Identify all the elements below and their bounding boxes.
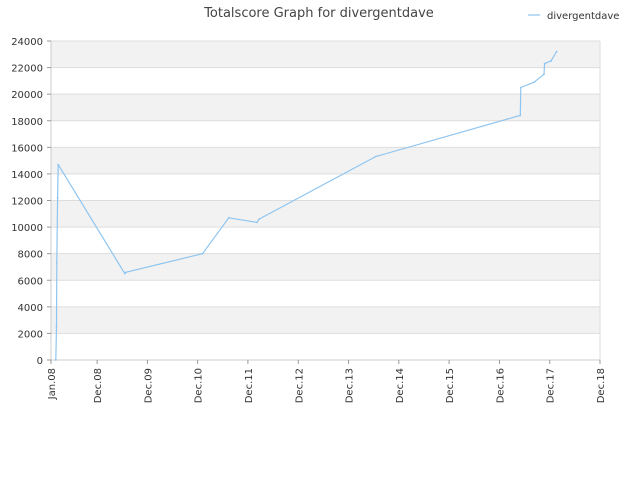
grid-band: [51, 120, 600, 148]
grid-band: [51, 280, 600, 307]
x-tick-label: Dec.08: [93, 368, 104, 403]
chart-title: Totalscore Graph for divergentdave: [203, 6, 434, 21]
grid-band: [51, 227, 600, 254]
grid-band: [51, 200, 600, 228]
data-point: [55, 325, 58, 328]
data-point: [125, 271, 127, 274]
x-tick-label: Jan.08: [47, 368, 58, 400]
y-tick-label: 24000: [11, 37, 43, 48]
series-layer: [54, 50, 558, 361]
y-tick-label: 2000: [18, 329, 43, 340]
data-point: [227, 216, 230, 219]
data-point: [533, 81, 536, 84]
data-point: [201, 252, 204, 255]
y-tick-label: 12000: [11, 197, 43, 208]
x-tick-label: Dec.12: [294, 368, 305, 403]
data-point: [54, 359, 57, 361]
data-point: [519, 114, 522, 117]
y-tick-label: 18000: [11, 117, 43, 128]
data-point: [57, 163, 60, 166]
data-point: [55, 262, 58, 264]
data-point: [374, 155, 377, 158]
data-point: [543, 62, 546, 65]
grid-band: [51, 41, 600, 68]
x-tick-label: Dec.11: [244, 368, 255, 403]
data-point: [123, 272, 126, 275]
x-axis: Jan.08 Dec.08 Dec.09 Dec.10 Dec.11 Dec.12 Dec.…: [47, 360, 607, 403]
data-point: [550, 60, 552, 62]
x-tick-label: Dec.15: [445, 368, 456, 403]
grid-band: [51, 306, 600, 334]
grid-band: [51, 333, 600, 360]
grid-band: [51, 147, 600, 174]
grid-band: [51, 94, 600, 121]
x-tick-label: Dec.18: [596, 368, 607, 403]
y-tick-label: 20000: [11, 90, 43, 101]
data-point: [256, 221, 258, 224]
grid-band: [51, 173, 600, 201]
x-tick-label: Dec.16: [495, 368, 506, 403]
grid-bands: [51, 41, 600, 360]
data-point: [543, 73, 545, 76]
x-tick-label: Dec.10: [194, 368, 205, 403]
y-axis: 0 2000 4000 6000 8000 10000 12000 14000 16000 180…: [11, 37, 51, 367]
y-tick-label: 8000: [18, 250, 43, 261]
y-tick-label: 4000: [18, 303, 43, 314]
y-tick-label: 14000: [11, 170, 43, 181]
data-point: [519, 86, 522, 89]
data-point: [555, 50, 558, 53]
legend: divergentdave: [528, 11, 619, 22]
data-point: [56, 196, 59, 199]
y-tick-label: 16000: [11, 143, 43, 154]
x-tick-label: Dec.17: [546, 368, 557, 403]
grid-band: [51, 253, 600, 281]
y-tick-label: 22000: [11, 64, 43, 75]
x-tick-label: Dec.09: [143, 368, 154, 403]
x-tick-label: Dec.13: [345, 368, 356, 403]
y-tick-label: 10000: [11, 223, 43, 234]
y-tick-label: 0: [37, 356, 43, 367]
grid-band: [51, 67, 600, 95]
data-point: [258, 218, 260, 221]
legend-label: divergentdave: [547, 11, 619, 22]
y-tick-label: 6000: [18, 276, 43, 287]
x-tick-label: Dec.14: [395, 368, 406, 403]
